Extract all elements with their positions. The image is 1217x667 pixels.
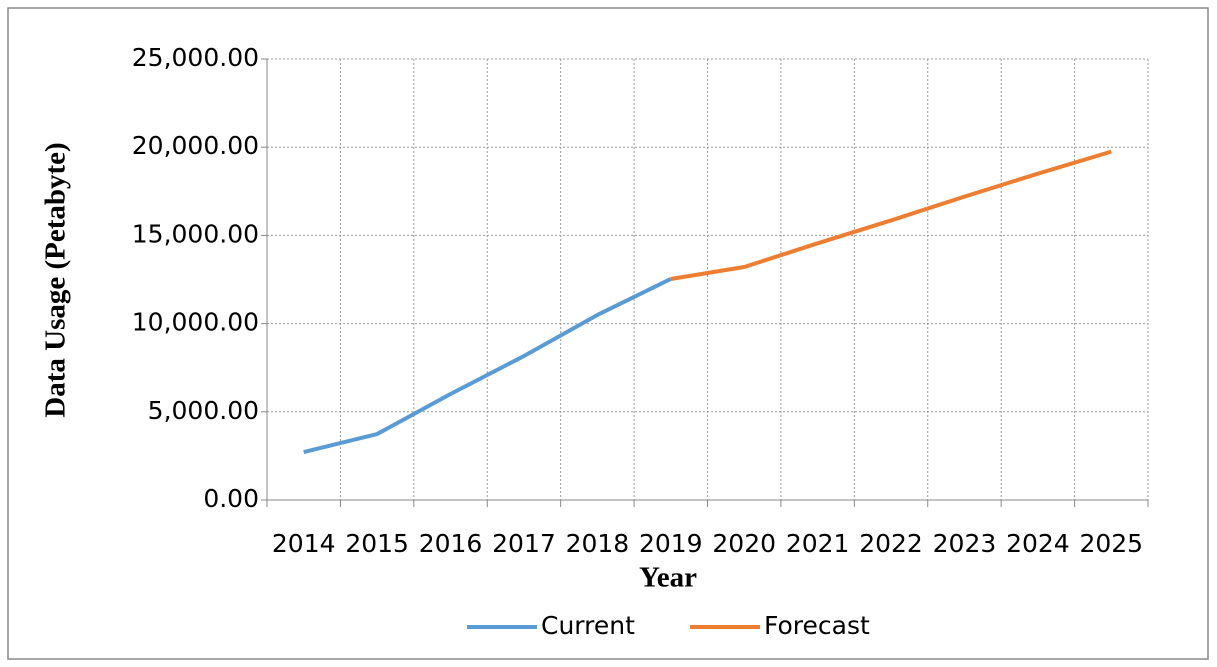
x-tick-label: 2022 [859, 529, 923, 558]
y-tick-label: 0.00 [203, 484, 259, 513]
y-tick-label: 20,000.00 [132, 131, 259, 160]
chart-frame [7, 7, 1209, 660]
x-tick-label: 2018 [566, 529, 630, 558]
y-tick-label: 10,000.00 [132, 308, 259, 337]
x-tick-label: 2015 [345, 529, 409, 558]
x-tick-label: 2016 [419, 529, 483, 558]
x-tick-label: 2017 [492, 529, 556, 558]
x-tick-label: 2020 [712, 529, 776, 558]
y-tick-label: 25,000.00 [132, 43, 259, 72]
series-line [303, 277, 672, 454]
x-tick-label: 2023 [933, 529, 997, 558]
y-tick-label: 15,000.00 [132, 219, 259, 248]
x-tick-label: 2021 [786, 529, 850, 558]
x-tick-label: 2014 [272, 529, 336, 558]
x-tick-label: 2024 [1006, 529, 1070, 558]
x-tick-label: 2019 [639, 529, 703, 558]
x-tick-label: 2025 [1079, 529, 1143, 558]
x-axis-title: Year [639, 562, 697, 594]
y-tick-label: 5,000.00 [148, 396, 259, 425]
series-line [670, 149, 1112, 281]
legend-label: Forecast [764, 611, 870, 640]
legend-label: Current [541, 611, 635, 640]
y-axis-title: Data Usage (Petabyte) [40, 142, 72, 417]
